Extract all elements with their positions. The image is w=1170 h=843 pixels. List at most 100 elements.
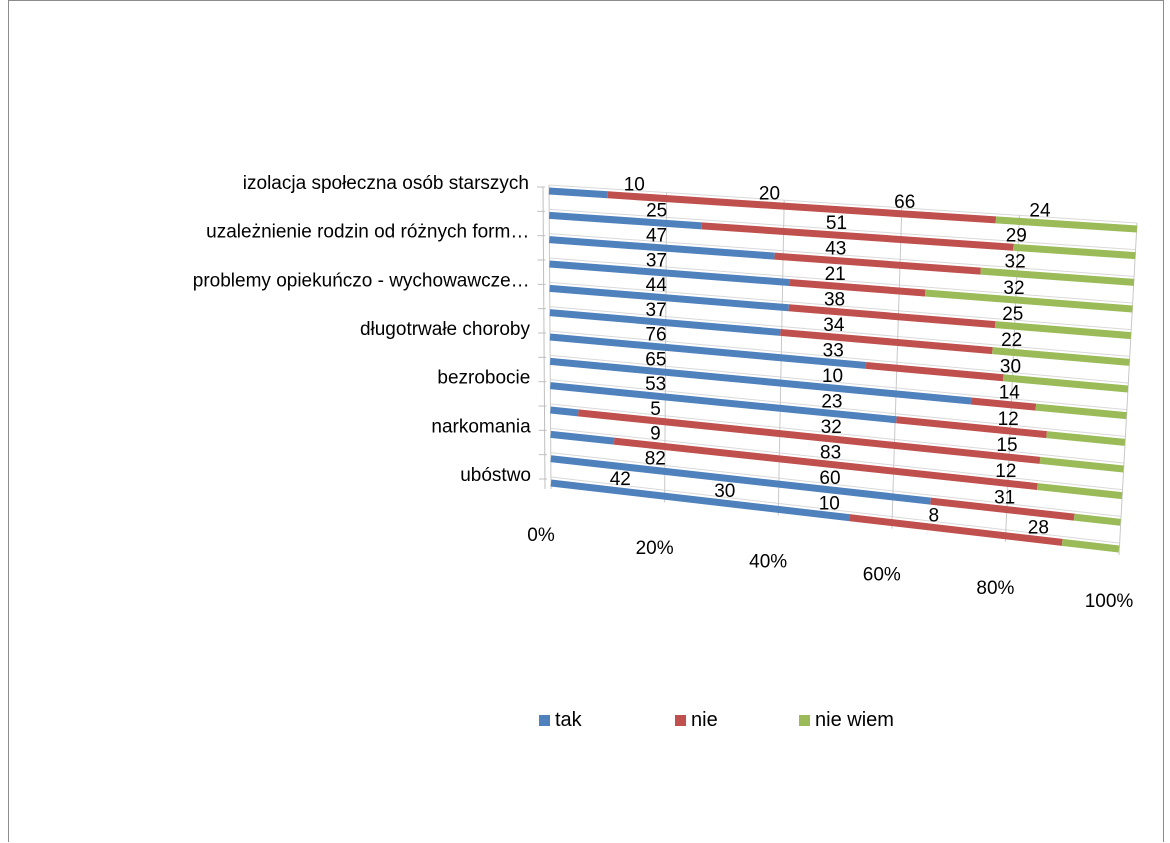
- data-label: 38: [824, 290, 845, 311]
- data-label: 21: [825, 264, 846, 285]
- bar-segment-nie: [788, 304, 996, 329]
- data-label: 37: [646, 300, 667, 321]
- bar-segment-nie: [607, 191, 997, 224]
- data-label: 32: [821, 417, 842, 438]
- row-gridline: [549, 257, 1133, 304]
- bar-segment-nie-wiem: [994, 321, 1132, 340]
- bar-segment-nie-wiem: [924, 289, 1133, 313]
- data-label: 8: [929, 505, 940, 526]
- legend-swatch-tak: [539, 715, 550, 726]
- bar-segment-nie-wiem: [1073, 513, 1121, 526]
- bar-segment-nie: [613, 437, 1038, 491]
- bar-segment-nie-wiem: [992, 347, 1130, 366]
- bar-segment-tak: [549, 357, 972, 405]
- data-label: 42: [610, 469, 631, 490]
- data-label: 20: [759, 183, 780, 204]
- bar-segment-nie-wiem: [980, 267, 1135, 286]
- data-label: 12: [998, 409, 1019, 430]
- row-gridline: [549, 208, 1136, 251]
- row-gridline: [550, 354, 1127, 411]
- bar-segment-tak: [548, 211, 703, 230]
- row-gridline: [548, 184, 1138, 224]
- bar-segment-nie-wiem: [1061, 538, 1120, 553]
- bar-segment-nie: [970, 397, 1037, 411]
- data-label: 31: [994, 487, 1015, 508]
- y-axis-line: [542, 186, 546, 490]
- data-label: 53: [645, 374, 666, 395]
- data-label: 15: [996, 435, 1017, 456]
- category-label: izolacja społeczna osób starszych: [243, 173, 529, 194]
- data-label: 43: [825, 239, 846, 260]
- bar-segment-nie-wiem: [1046, 431, 1126, 446]
- x-tick-label: 80%: [976, 578, 1014, 599]
- bar-segment-nie: [577, 409, 1041, 464]
- data-label: 28: [1028, 518, 1049, 539]
- category-label: problemy opiekuńczo - wychowawcze…: [193, 270, 530, 291]
- bar-segment-nie-wiem: [1002, 374, 1129, 393]
- data-label: 34: [823, 315, 845, 336]
- bar-segment-nie: [701, 222, 1014, 251]
- legend-label-nie: nie: [691, 709, 718, 731]
- data-label: 29: [1006, 225, 1027, 246]
- legend-item-nie: nie: [675, 709, 718, 732]
- bar-segment-tak: [549, 309, 781, 336]
- category-label: ubóstwo: [460, 465, 531, 486]
- chart-frame: 0% 20% 40% 60% 80% 100% izolacja społeczna osó…: [8, 0, 1164, 842]
- data-label: 60: [819, 468, 840, 489]
- data-label: 10: [624, 175, 645, 196]
- data-label: 12: [995, 461, 1016, 482]
- data-label: 23: [821, 391, 842, 412]
- row-gridline: [549, 233, 1135, 277]
- row-gridline: [549, 306, 1130, 357]
- category-label: bezrobocie: [437, 368, 530, 389]
- data-label: 83: [820, 442, 841, 463]
- legend-label-nie-wiem: nie wiem: [815, 709, 894, 731]
- data-label: 66: [894, 192, 915, 213]
- bar-segment-tak: [550, 455, 931, 505]
- data-label: 10: [819, 493, 840, 514]
- bar-segment-nie-wiem: [1039, 456, 1124, 473]
- data-label: 5: [650, 399, 661, 420]
- bar-segment-tak: [549, 333, 867, 369]
- bar-segment-nie-wiem: [995, 216, 1138, 233]
- row-gridline: [549, 330, 1129, 384]
- data-label: 76: [645, 325, 666, 346]
- x-tick-label: 0%: [527, 525, 555, 546]
- bar-segment-nie-wiem: [1035, 403, 1127, 420]
- legend-item-nie-wiem: nie wiem: [799, 709, 894, 732]
- row-gridline: [550, 379, 1126, 437]
- data-label: 30: [1000, 356, 1021, 377]
- bar-segment-nie-wiem: [1013, 243, 1136, 260]
- data-label: 37: [646, 250, 667, 271]
- category-label: długotrwałe choroby: [360, 319, 531, 340]
- data-label: 32: [1003, 278, 1024, 299]
- data-label: 51: [826, 213, 847, 234]
- row-gridline: [550, 427, 1123, 491]
- data-label: 25: [646, 201, 667, 222]
- bar-segment-nie: [788, 279, 926, 297]
- bar-segment-tak: [549, 236, 775, 260]
- row-gridline: [549, 281, 1132, 331]
- legend-swatch-nie: [675, 715, 686, 726]
- data-label: 65: [645, 349, 666, 370]
- bar-segment-nie: [848, 514, 1063, 546]
- data-label: 25: [1002, 304, 1023, 325]
- row-gridline: [550, 403, 1124, 464]
- legend-swatch-nie-wiem: [799, 715, 810, 726]
- bar-segment-tak: [548, 187, 609, 199]
- data-label: 32: [1005, 252, 1026, 273]
- category-label: narkomania: [431, 416, 531, 437]
- legend-item-tak: tak: [539, 709, 582, 732]
- bar-segment-tak: [549, 284, 790, 312]
- category-label: uzależnienie rodzin od różnych form…: [206, 222, 529, 243]
- bar-segment-nie: [780, 328, 993, 355]
- x-tick-label: 100%: [1085, 591, 1134, 612]
- data-label: 14: [999, 383, 1021, 404]
- data-label: 9: [650, 424, 661, 445]
- data-label: 47: [646, 225, 667, 246]
- chart-plot: 0% 20% 40% 60% 80% 100% izolacja społeczna osó…: [193, 173, 1138, 612]
- legend-label-tak: tak: [555, 709, 582, 731]
- data-label: 82: [645, 448, 666, 469]
- x-tick-label: 40%: [749, 551, 787, 572]
- bar-segment-nie-wiem: [1036, 483, 1123, 500]
